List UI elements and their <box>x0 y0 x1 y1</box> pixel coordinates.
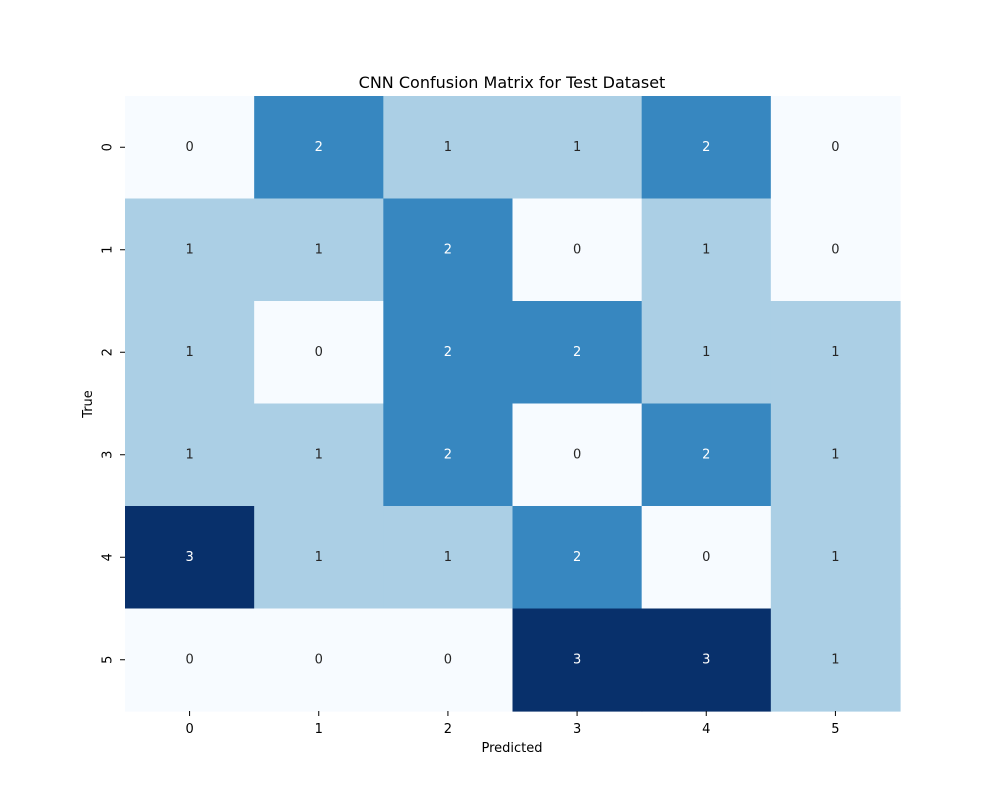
heatmap-cell-r3-c5 <box>770 403 901 507</box>
heatmap-cell-r0-c4 <box>641 96 772 200</box>
heatmap-cell-r5-c4 <box>641 608 772 712</box>
cell-value-label-r1-c2: 2 <box>444 242 452 257</box>
y-axis-label: True <box>81 390 96 419</box>
y-tick-label-1: 1 <box>101 246 116 254</box>
cell-value-label-r4-c0: 3 <box>185 550 193 565</box>
heatmap-cell-r1-c2 <box>383 198 514 302</box>
cell-value-label-r0-c2: 1 <box>444 140 452 155</box>
x-axis-label: Predicted <box>481 741 542 756</box>
y-tick-label-2: 2 <box>101 348 116 356</box>
heatmap-cell-r0-c1 <box>254 96 384 200</box>
cell-value-label-r0-c4: 2 <box>702 140 710 155</box>
heatmap-cell-r5-c1 <box>254 608 384 712</box>
cell-value-label-r0-c5: 0 <box>831 140 839 155</box>
heatmap-cell-r4-c3 <box>512 506 643 610</box>
cell-value-label-r5-c2: 0 <box>444 652 452 667</box>
heatmap-cell-r3-c0 <box>125 403 255 507</box>
cell-value-label-r5-c1: 0 <box>315 652 323 667</box>
heatmap-cell-r1-c0 <box>125 198 255 302</box>
y-tick-label-4: 4 <box>101 553 116 561</box>
cell-value-label-r5-c4: 3 <box>702 652 710 667</box>
cell-value-label-r1-c1: 1 <box>315 242 323 257</box>
cell-value-label-r1-c0: 1 <box>185 242 193 257</box>
x-tick-label-4: 4 <box>702 722 710 737</box>
heatmap-cell-r3-c4 <box>641 403 772 507</box>
heatmap-cell-r0-c3 <box>512 96 643 200</box>
heatmap-cell-r5-c2 <box>383 608 514 712</box>
heatmap-cell-r2-c5 <box>770 301 901 405</box>
cell-value-label-r5-c3: 3 <box>573 652 581 667</box>
y-tick-label-0: 0 <box>101 143 116 151</box>
cell-value-label-r3-c2: 2 <box>444 447 452 462</box>
x-tick-label-0: 0 <box>185 722 193 737</box>
y-axis-ticks: 0 1 2 3 4 5 <box>101 143 125 664</box>
heatmap-cell-r3-c3 <box>512 403 643 507</box>
cell-value-label-r3-c3: 0 <box>573 447 581 462</box>
heatmap-cell-r1-c3 <box>512 198 643 302</box>
heatmap-cell-r5-c5 <box>770 608 901 712</box>
cell-value-label-r3-c5: 1 <box>831 447 839 462</box>
x-axis-ticks: 0 1 2 3 4 5 <box>185 711 840 737</box>
heatmap-cell-r4-c2 <box>383 506 514 610</box>
cell-value-label-r2-c0: 1 <box>185 345 193 360</box>
cell-value-label-r1-c4: 1 <box>702 242 710 257</box>
heatmap-cell-r3-c2 <box>383 403 514 507</box>
x-tick-label-1: 1 <box>315 722 323 737</box>
cell-value-label-r3-c1: 1 <box>315 447 323 462</box>
cell-value-label-r1-c3: 0 <box>573 242 581 257</box>
y-tick-label-3: 3 <box>101 451 116 459</box>
heatmap-cell-r4-c0 <box>125 506 255 610</box>
heatmap-cells: 0 2 1 1 2 0 1 1 2 0 1 0 1 0 2 2 1 1 1 1 2 0 2 1 3 1 1 2 0 1 0 0 0 3 3 1 <box>125 96 901 712</box>
heatmap-cell-r1-c5 <box>770 198 901 302</box>
cell-value-label-r0-c0: 0 <box>185 140 193 155</box>
heatmap-cell-r4-c1 <box>254 506 384 610</box>
cell-value-label-r2-c5: 1 <box>831 345 839 360</box>
cell-value-label-r4-c1: 1 <box>315 550 323 565</box>
cell-value-label-r4-c3: 2 <box>573 550 581 565</box>
cell-value-label-r2-c3: 2 <box>573 345 581 360</box>
heatmap-cell-r2-c1 <box>254 301 384 405</box>
cell-value-label-r3-c4: 2 <box>702 447 710 462</box>
heatmap-cell-r5-c0 <box>125 608 255 712</box>
cell-value-label-r1-c5: 0 <box>831 242 839 257</box>
heatmap-cell-r0-c5 <box>770 96 901 200</box>
heatmap-cell-r0-c2 <box>383 96 514 200</box>
x-tick-label-2: 2 <box>444 722 452 737</box>
x-tick-label-3: 3 <box>573 722 581 737</box>
cell-value-label-r4-c2: 1 <box>444 550 452 565</box>
heatmap-cell-r1-c1 <box>254 198 384 302</box>
x-tick-label-5: 5 <box>831 722 839 737</box>
heatmap-cell-r2-c3 <box>512 301 643 405</box>
heatmap-cell-r0-c0 <box>125 96 255 200</box>
cell-value-label-r5-c0: 0 <box>185 652 193 667</box>
heatmap-cell-r3-c1 <box>254 403 384 507</box>
cell-value-label-r3-c0: 1 <box>185 447 193 462</box>
cell-value-label-r0-c3: 1 <box>573 140 581 155</box>
y-tick-label-5: 5 <box>101 656 116 664</box>
cell-value-label-r4-c4: 0 <box>702 550 710 565</box>
heatmap-cell-r4-c4 <box>641 506 772 610</box>
heatmap-cell-r2-c0 <box>125 301 255 405</box>
cell-value-label-r0-c1: 2 <box>315 140 323 155</box>
cell-value-label-r5-c5: 1 <box>831 652 839 667</box>
chart-title: CNN Confusion Matrix for Test Dataset <box>359 73 666 92</box>
heatmap-cell-r2-c4 <box>641 301 772 405</box>
cell-value-label-r4-c5: 1 <box>831 550 839 565</box>
heatmap-cell-r2-c2 <box>383 301 514 405</box>
cell-value-label-r2-c4: 1 <box>702 345 710 360</box>
heatmap-cell-r4-c5 <box>770 506 901 610</box>
heatmap-cell-r5-c3 <box>512 608 643 712</box>
heatmap-cell-r1-c4 <box>641 198 772 302</box>
cell-value-label-r2-c2: 2 <box>444 345 452 360</box>
cell-value-label-r2-c1: 0 <box>315 345 323 360</box>
